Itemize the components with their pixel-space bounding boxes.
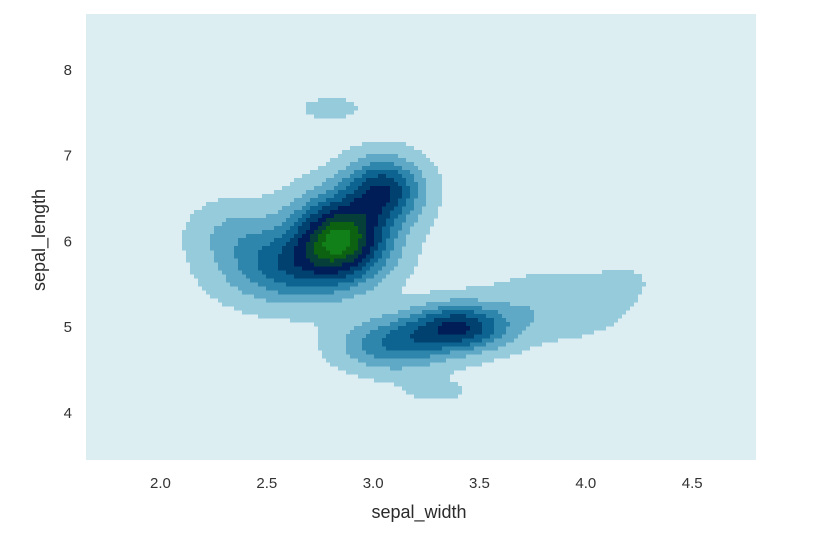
x-tick-label: 2.0 [150, 475, 171, 492]
x-tick-label: 4.0 [575, 475, 596, 492]
y-tick-label: 8 [64, 62, 72, 79]
y-tick-label: 7 [64, 148, 72, 165]
y-axis-label: sepal_length [29, 189, 50, 291]
x-tick-label: 3.0 [363, 475, 384, 492]
contour-level-9 [322, 230, 350, 255]
y-tick-label: 6 [64, 233, 72, 250]
x-tick-label: 2.5 [256, 475, 277, 492]
density-contours [182, 98, 646, 399]
x-axis-label: sepal_width [371, 502, 466, 523]
y-tick-label: 4 [64, 405, 72, 422]
x-tick-label: 4.5 [682, 475, 703, 492]
x-axis-ticks: 2.0 2.5 3.0 3.5 4.0 4.5 [150, 475, 703, 492]
y-axis-ticks: 4 5 6 7 8 [64, 62, 72, 422]
plot-area [86, 14, 756, 460]
x-tick-label: 3.5 [469, 475, 490, 492]
y-tick-label: 5 [64, 319, 72, 336]
